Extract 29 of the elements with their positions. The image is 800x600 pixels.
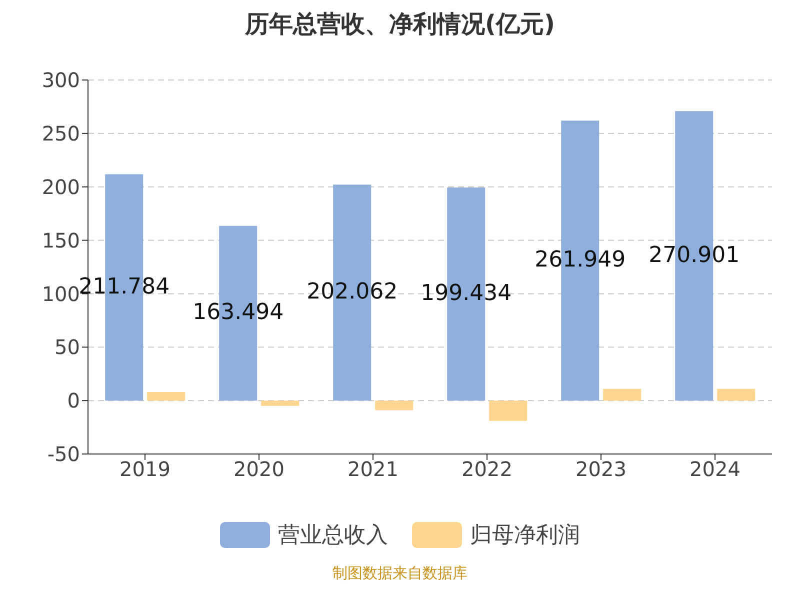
legend-label: 归母净利润 <box>469 522 580 550</box>
bar <box>717 388 756 401</box>
data-label: 202.062 <box>306 280 398 305</box>
bar <box>375 400 414 410</box>
x-tick-label: 2023 <box>576 457 626 482</box>
y-tick-label: 200 <box>42 174 80 199</box>
y-tick-label: 50 <box>54 335 80 360</box>
data-label: 163.494 <box>192 300 284 326</box>
bar <box>489 400 528 421</box>
x-tick-label: 2024 <box>690 457 740 482</box>
y-tick-label: -50 <box>47 442 80 466</box>
data-label: 261.949 <box>534 248 626 273</box>
chart-title: 历年总营收、净利情况(亿元) <box>244 9 556 40</box>
y-tick-label: 100 <box>42 282 80 306</box>
data-label: 270.901 <box>648 242 740 268</box>
x-tick-label: 2019 <box>120 457 170 482</box>
x-tick-label: 2022 <box>462 457 512 482</box>
y-tick-label: 250 <box>42 122 80 146</box>
y-tick-label: 150 <box>42 228 80 252</box>
bar <box>261 400 300 406</box>
y-tick-label: 0 <box>67 388 80 413</box>
data-label: 199.434 <box>420 281 512 306</box>
text: 制图数据来自数据库 <box>332 564 468 583</box>
bar <box>147 392 186 401</box>
bar <box>603 388 642 401</box>
x-tick-label: 2020 <box>234 457 284 482</box>
y-tick-label: 300 <box>42 68 80 92</box>
x-tick-label: 2021 <box>348 457 398 482</box>
legend-label: 营业总收入 <box>277 522 388 550</box>
